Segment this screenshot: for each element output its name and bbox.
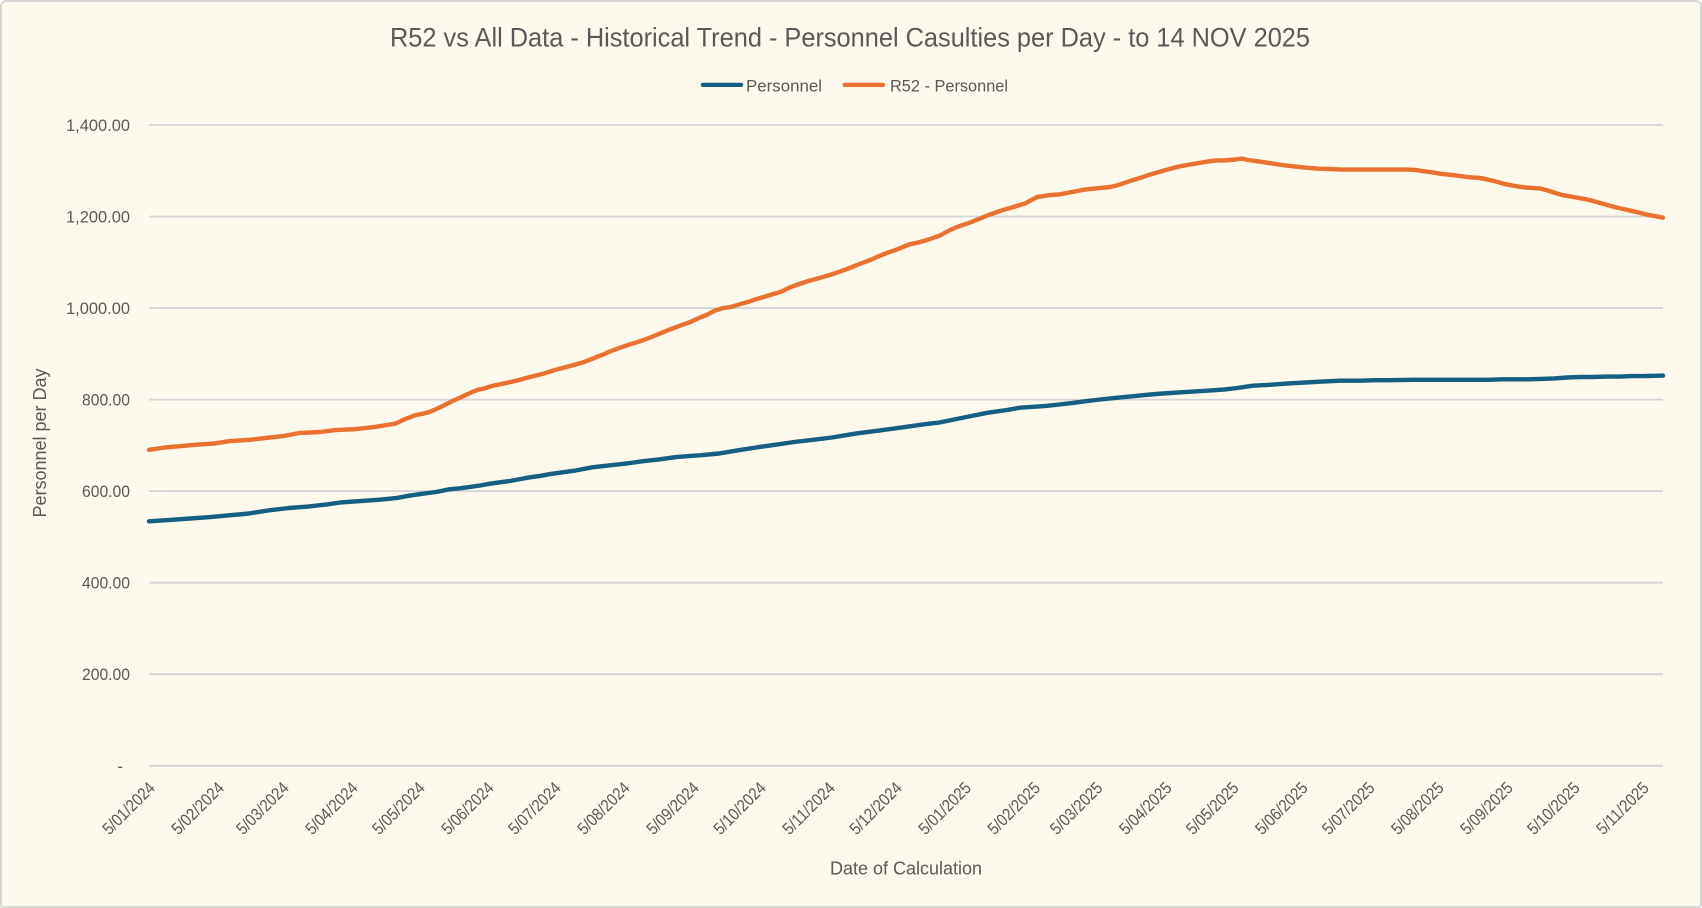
svg-text:Personnel per Day: Personnel per Day — [30, 368, 50, 517]
svg-text:5/08/2024: 5/08/2024 — [574, 778, 634, 838]
svg-text:R52 - Personnel: R52 - Personnel — [890, 77, 1008, 96]
svg-text:5/12/2024: 5/12/2024 — [846, 778, 906, 838]
svg-text:5/02/2025: 5/02/2025 — [984, 778, 1044, 838]
svg-text:5/11/2024: 5/11/2024 — [779, 778, 839, 838]
svg-text:5/01/2024: 5/01/2024 — [99, 778, 159, 838]
svg-text:5/03/2024: 5/03/2024 — [233, 778, 293, 838]
svg-text:5/09/2025: 5/09/2025 — [1457, 778, 1517, 838]
svg-text:5/11/2025: 5/11/2025 — [1593, 778, 1653, 838]
svg-text:5/04/2025: 5/04/2025 — [1116, 778, 1176, 838]
svg-text:5/04/2024: 5/04/2024 — [302, 778, 362, 838]
svg-text:5/06/2024: 5/06/2024 — [438, 778, 498, 838]
svg-text:1,400.00: 1,400.00 — [66, 116, 130, 135]
svg-text:5/09/2024: 5/09/2024 — [643, 778, 703, 838]
svg-text:1,000.00: 1,000.00 — [66, 299, 130, 318]
svg-text:5/08/2025: 5/08/2025 — [1388, 778, 1448, 838]
svg-text:400.00: 400.00 — [82, 574, 130, 593]
svg-text:5/05/2024: 5/05/2024 — [369, 778, 429, 838]
svg-text:-: - — [117, 757, 123, 776]
svg-text:Date of Calculation: Date of Calculation — [830, 858, 982, 878]
svg-text:800.00: 800.00 — [82, 391, 130, 410]
svg-text:5/10/2025: 5/10/2025 — [1524, 778, 1584, 838]
svg-text:1,200.00: 1,200.00 — [66, 208, 130, 227]
svg-text:5/07/2025: 5/07/2025 — [1318, 778, 1378, 838]
svg-text:5/03/2025: 5/03/2025 — [1046, 778, 1106, 838]
svg-text:Personnel: Personnel — [746, 77, 822, 96]
svg-text:5/06/2025: 5/06/2025 — [1252, 778, 1312, 838]
svg-text:600.00: 600.00 — [82, 482, 130, 501]
svg-text:5/07/2024: 5/07/2024 — [505, 778, 565, 838]
svg-text:R52 vs All Data - Historical T: R52 vs All Data - Historical Trend - Per… — [390, 23, 1310, 53]
svg-text:200.00: 200.00 — [82, 665, 130, 684]
svg-text:5/05/2025: 5/05/2025 — [1182, 778, 1242, 838]
svg-text:5/01/2025: 5/01/2025 — [915, 778, 975, 838]
svg-text:5/02/2024: 5/02/2024 — [168, 778, 228, 838]
svg-text:5/10/2024: 5/10/2024 — [710, 778, 770, 838]
